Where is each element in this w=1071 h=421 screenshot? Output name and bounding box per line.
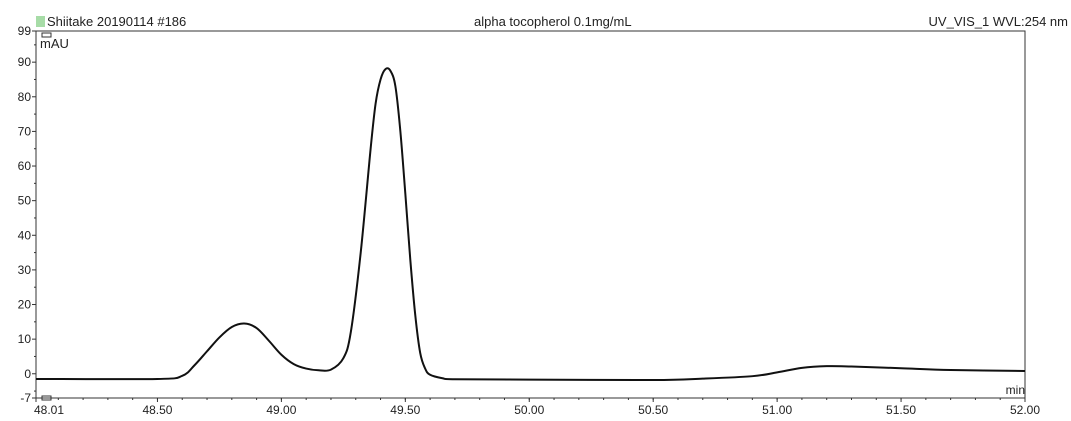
- bottom-marker: [41, 395, 52, 401]
- x-tick-label: 48.01: [34, 403, 64, 417]
- sample-name: Shiitake 20190114 #186: [47, 14, 187, 29]
- y-tick-label: 0: [24, 367, 31, 381]
- x-axis-ticks: 48.01 48.50 49.00 49.50 50.00 50.50 51.00 51.50…: [34, 398, 1040, 417]
- y-tick-label: 20: [18, 298, 32, 312]
- y-tick-label: 90: [18, 55, 32, 69]
- x-tick-label: 48.50: [142, 403, 172, 417]
- y-tick-label: 40: [18, 228, 32, 242]
- y-tick-label: -7: [20, 391, 31, 405]
- x-tick-label: 50.50: [638, 403, 668, 417]
- y-tick-label: 50: [18, 194, 32, 208]
- y-axis-label: mAU: [40, 36, 69, 51]
- y-tick-label: 30: [18, 263, 32, 277]
- x-tick-label: 49.00: [266, 403, 296, 417]
- injection-title: alpha tocopherol 0.1mg/mL: [474, 14, 632, 29]
- top-marker: [41, 32, 52, 38]
- x-tick-label: 52.00: [1010, 403, 1040, 417]
- x-tick-label: 51.00: [762, 403, 792, 417]
- detector-channel: UV_VIS_1 WVL:254 nm: [928, 14, 1068, 29]
- y-tick-label: 99: [18, 24, 32, 38]
- y-tick-label: 60: [18, 159, 32, 173]
- y-tick-label: 10: [18, 332, 32, 346]
- x-axis-label: min: [1005, 383, 1025, 397]
- baseline-marker: [41, 32, 52, 401]
- y-tick-label: 80: [18, 90, 32, 104]
- y-tick-label: 70: [18, 124, 32, 138]
- plot-frame: [35, 30, 1026, 399]
- x-tick-label: 49.50: [390, 403, 420, 417]
- sample-color-swatch: [36, 16, 45, 27]
- x-tick-label: 50.00: [514, 403, 544, 417]
- x-tick-label: 51.50: [886, 403, 916, 417]
- y-axis-ticks: -7 0 10 20 30 40 50 60 70 80 90 99: [18, 24, 36, 405]
- chromatogram-trace: [35, 67, 1026, 382]
